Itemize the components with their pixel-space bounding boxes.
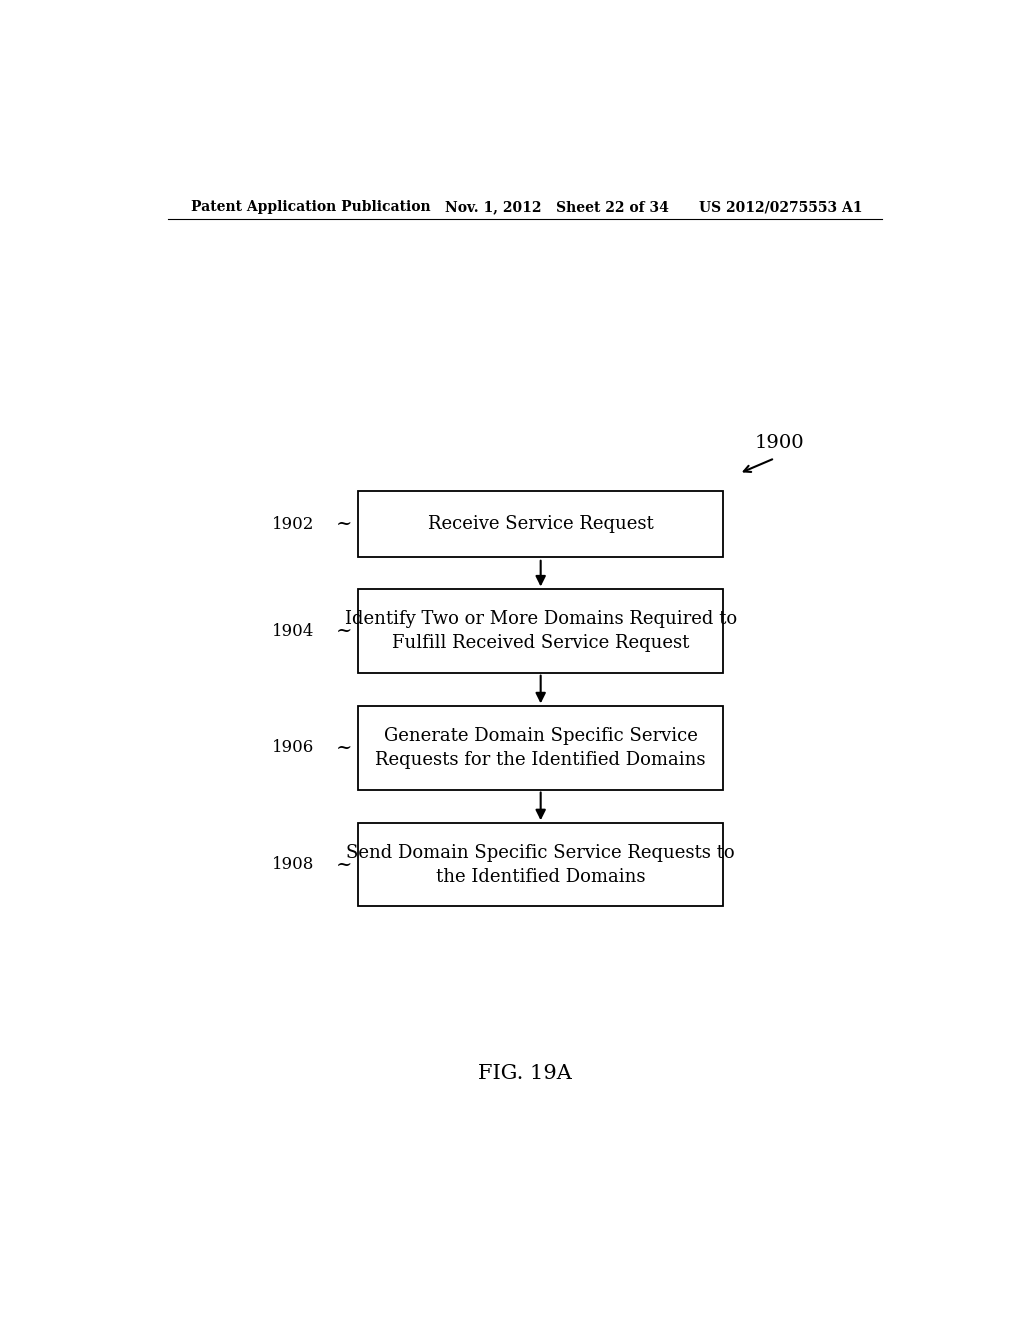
Text: 1904: 1904 bbox=[272, 623, 314, 639]
Text: FIG. 19A: FIG. 19A bbox=[478, 1064, 571, 1082]
Text: 1906: 1906 bbox=[272, 739, 314, 756]
Text: ~: ~ bbox=[336, 622, 352, 640]
Text: US 2012/0275553 A1: US 2012/0275553 A1 bbox=[699, 201, 863, 214]
Text: Patent Application Publication: Patent Application Publication bbox=[191, 201, 431, 214]
Text: 1908: 1908 bbox=[272, 857, 314, 874]
Text: 1900: 1900 bbox=[755, 434, 805, 451]
Text: Identify Two or More Domains Required to
Fulfill Received Service Request: Identify Two or More Domains Required to… bbox=[345, 610, 736, 652]
Text: Nov. 1, 2012   Sheet 22 of 34: Nov. 1, 2012 Sheet 22 of 34 bbox=[445, 201, 670, 214]
FancyBboxPatch shape bbox=[358, 706, 723, 789]
FancyBboxPatch shape bbox=[358, 589, 723, 673]
Text: ~: ~ bbox=[336, 739, 352, 756]
Text: Generate Domain Specific Service
Requests for the Identified Domains: Generate Domain Specific Service Request… bbox=[376, 727, 706, 768]
Text: Send Domain Specific Service Requests to
the Identified Domains: Send Domain Specific Service Requests to… bbox=[346, 843, 735, 886]
Text: Receive Service Request: Receive Service Request bbox=[428, 515, 653, 533]
Text: 1902: 1902 bbox=[272, 516, 314, 533]
Text: ~: ~ bbox=[336, 855, 352, 874]
Text: ~: ~ bbox=[336, 515, 352, 533]
FancyBboxPatch shape bbox=[358, 824, 723, 907]
FancyBboxPatch shape bbox=[358, 491, 723, 557]
